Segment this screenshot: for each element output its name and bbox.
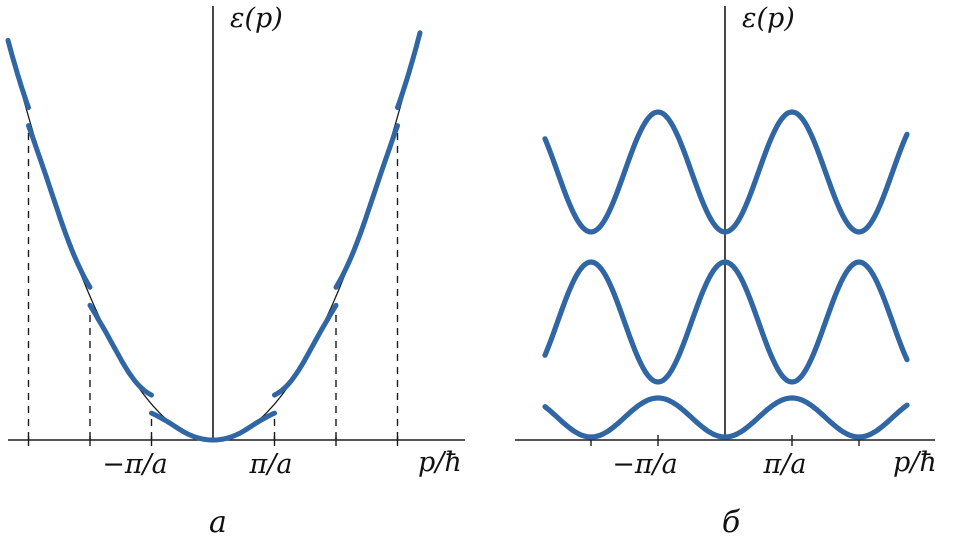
energy-band-curve	[542, 259, 910, 385]
panel-a-caption: a	[209, 505, 227, 540]
panel-a-xlabel: p/ħ	[418, 447, 462, 478]
panel-b-tick-label-pos: π/a	[763, 449, 807, 480]
energy-band-curve-segment	[333, 123, 400, 290]
energy-band-curve-segment	[87, 302, 154, 398]
panel-b-plot	[515, 6, 935, 446]
energy-band-curve	[542, 395, 910, 440]
energy-band-curve-segment	[395, 30, 423, 111]
panel-b-tick-label-neg: −π/a	[612, 449, 678, 480]
panel-a-tick-label-neg: −π/a	[102, 449, 168, 480]
energy-band-curve-segment	[26, 123, 93, 290]
panel-b-caption: б	[721, 505, 741, 540]
panel-a-ylabel: ε(p)	[230, 3, 283, 34]
energy-band-curve-segment	[149, 410, 277, 443]
panel-a-plot	[5, 6, 465, 446]
energy-band-curve-segment	[5, 37, 31, 111]
panel-b-ylabel: ε(p)	[742, 3, 795, 34]
energy-band-curve	[542, 109, 910, 235]
panel-b-xlabel: p/ħ	[893, 447, 937, 478]
energy-band-curve-segment	[272, 302, 339, 398]
panel-a-tick-label-pos: π/a	[249, 449, 293, 480]
